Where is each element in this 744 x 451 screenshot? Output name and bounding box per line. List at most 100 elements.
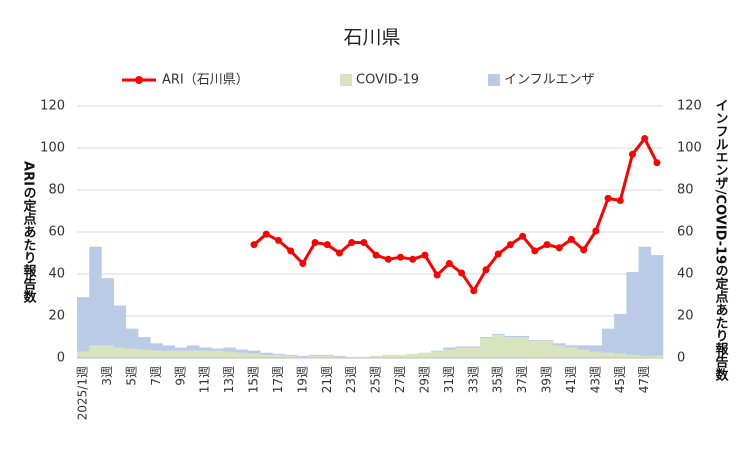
bar-segment [162,350,175,358]
line-marker [397,253,405,261]
line-marker [604,194,612,202]
line-marker [470,287,478,295]
bar-segment [626,354,639,358]
y-tick-label: 20 [48,309,65,324]
bar-segment [370,355,383,358]
x-tick-label: 13週 [222,366,236,393]
y-tick-label: 40 [48,267,65,282]
x-tick-label: 43週 [588,366,602,393]
bar-segment [504,337,517,358]
bar-segment [223,351,237,358]
x-tick-label: 3週 [100,366,114,386]
y2-tick-label: 100 [677,141,702,156]
bar-segment [272,354,285,358]
bar-segment [321,354,334,356]
line-marker [287,247,295,255]
bar-segment [101,278,114,346]
bar-segment [589,351,603,358]
bar-segment [601,328,615,353]
line-marker [372,251,380,259]
bar-segment [638,355,652,358]
line-marker [433,271,441,279]
bar-segment [199,347,212,351]
bar-segment [528,340,542,342]
line-marker [580,246,588,254]
bar-segment [431,351,444,358]
x-tick-label: 2025/1週 [76,366,90,420]
y2-axis-title: インフルエンザ/COVID-19の定点あたり報告数 [713,99,730,383]
bar-segment [479,338,493,358]
y-tick-label: 0 [57,351,65,366]
bar-segment [113,305,127,348]
legend-swatch [340,74,352,86]
bar-segment [89,345,102,358]
line-marker [555,244,563,252]
y-tick-label: 60 [48,225,65,240]
x-tick-label: 29週 [417,366,431,393]
line-marker [421,251,429,259]
line-marker [445,260,453,267]
bar-segment [406,353,420,358]
bar-segment [394,354,407,358]
legend-marker [135,76,143,84]
bar-segment [162,345,175,351]
bar-segment [431,350,444,352]
line-marker [494,250,502,258]
y2-tick-label: 60 [677,225,694,240]
line-marker [531,247,539,255]
bar-segment [589,345,603,352]
bar-segment [492,333,505,335]
x-tick-label: 5週 [124,366,138,386]
y-axis-title: ARIの定点あたり報告数 [21,161,38,304]
bar-segment [125,348,139,358]
x-tick-label: 19週 [295,366,309,393]
x-tick-label: 11週 [198,366,212,393]
bar-segment [174,350,188,358]
line-marker [628,150,636,158]
line-marker [323,241,331,249]
line-marker [616,197,624,204]
x-tick-label: 25週 [369,366,383,393]
line-marker [653,159,661,167]
line-marker [274,236,282,244]
x-tick-label: 37週 [515,366,529,393]
bar-segment [553,343,566,346]
bar-segment [247,350,261,354]
bar-segment [333,356,346,358]
line-marker [409,255,417,263]
line-marker [262,230,270,238]
bar-segment [492,334,505,358]
bar-segment [308,355,322,358]
bar-segment [455,347,468,358]
line-marker [348,239,356,246]
bar-segment [150,350,163,358]
bar-segment [272,353,285,355]
bar-segment [626,271,639,355]
x-tick-label: 45週 [613,366,627,393]
line-marker [506,241,514,249]
line-marker [567,235,575,243]
bar-segment [199,350,212,358]
y-tick-label: 80 [48,183,65,198]
y-tick-label: 100 [40,141,65,156]
bar-segment [321,355,334,358]
bar-segment [553,345,566,358]
x-tick-label: 27週 [393,366,407,393]
bar-segment [125,328,139,349]
line-marker [250,241,258,249]
bar-segment [77,351,90,358]
bar-segment [516,337,530,358]
bar-segment [650,255,664,356]
bar-segment [89,246,102,346]
bar-segment [174,347,188,351]
x-tick-label: 33週 [466,366,480,393]
line-marker [335,249,343,257]
line-marker [299,260,307,267]
x-tick-label: 17週 [271,366,285,393]
line-marker [482,266,490,274]
bar-segment [467,346,481,348]
bar-segment [284,354,298,356]
x-tick-label: 7週 [149,366,163,386]
legend-swatch [488,74,500,86]
